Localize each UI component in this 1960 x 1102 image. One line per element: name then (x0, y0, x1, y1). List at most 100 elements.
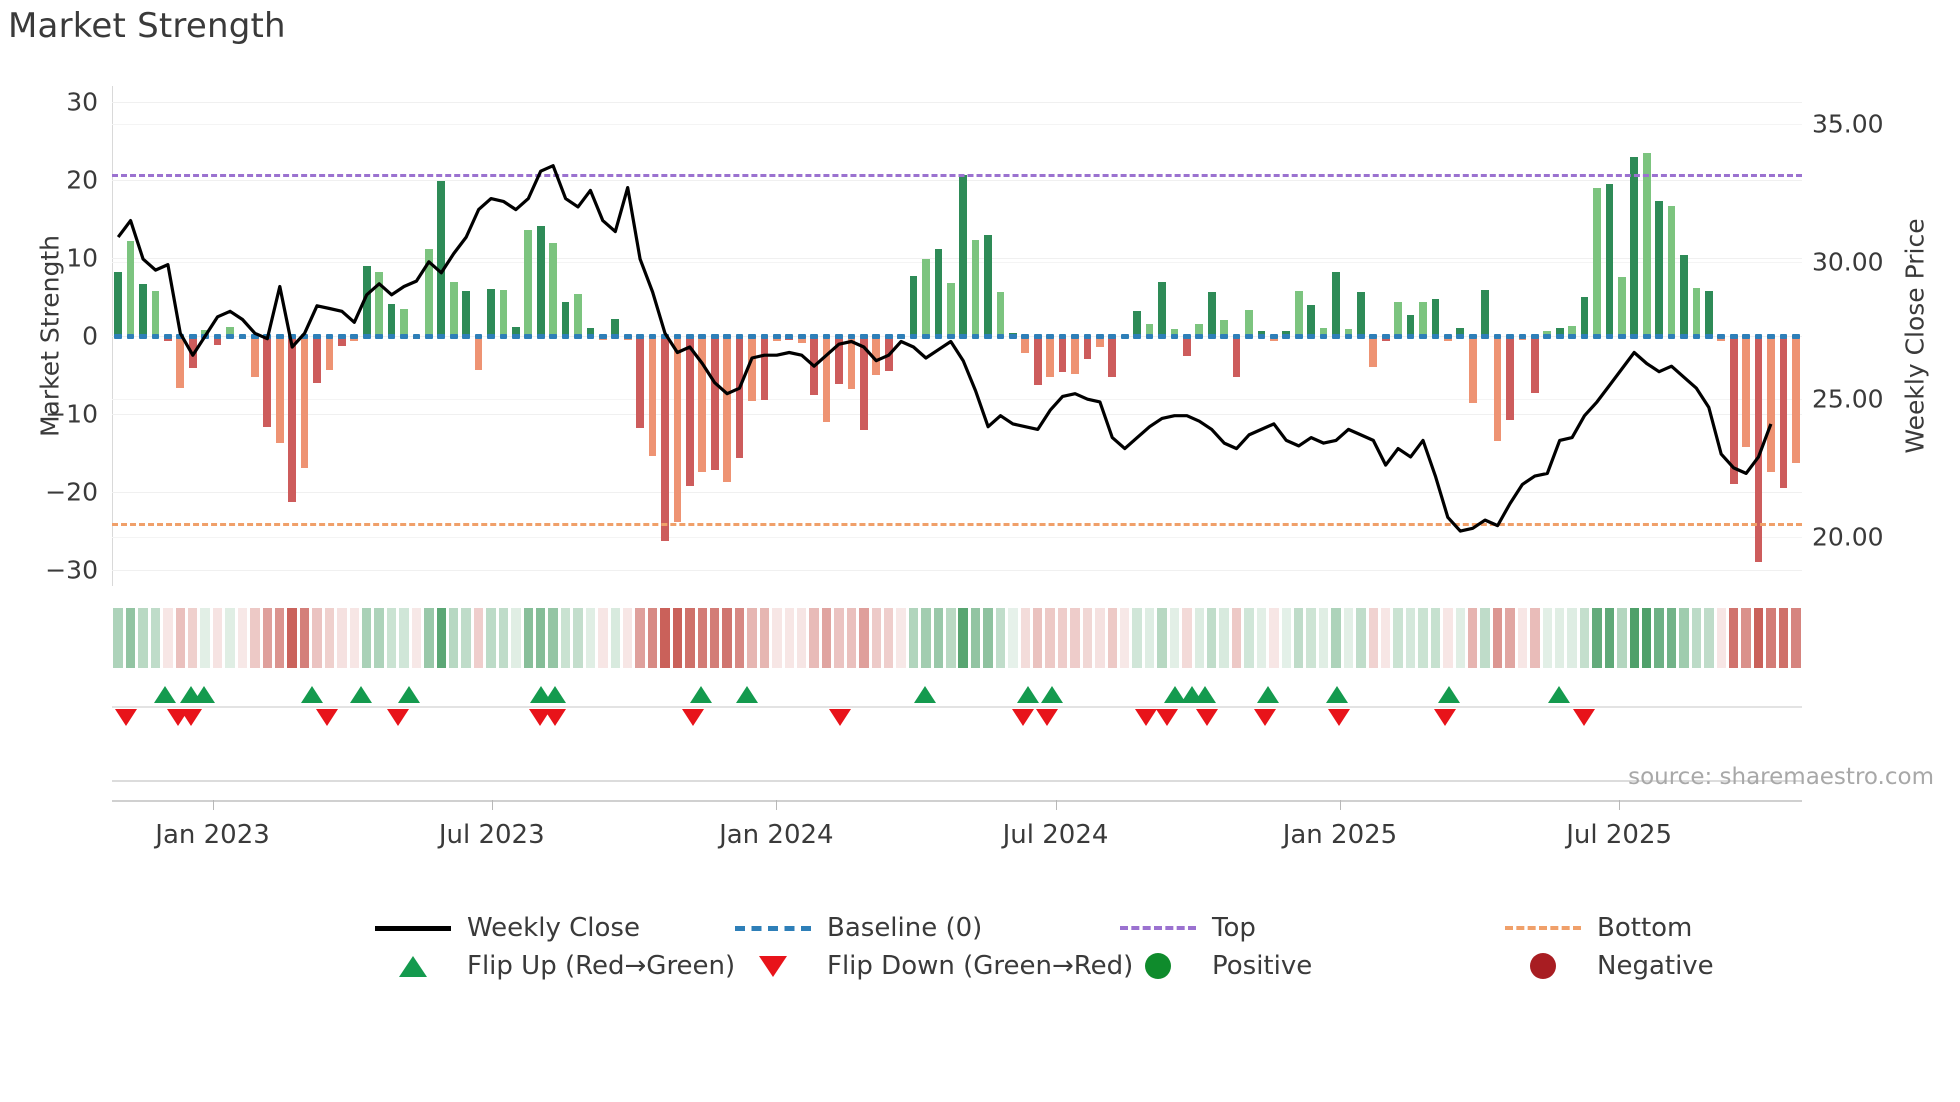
heatmap-cell (970, 608, 981, 668)
baseline-segment (996, 334, 1005, 339)
flip-down-marker (682, 709, 705, 726)
heatmap-cell (138, 608, 148, 668)
baseline-segment (1704, 334, 1713, 339)
baseline-segment (1593, 334, 1601, 339)
x-tick-label: Jan 2025 (1282, 820, 1398, 850)
heatmap-cell (635, 608, 645, 668)
gridline (112, 179, 1802, 181)
baseline-segment (598, 334, 607, 339)
x-tick-label: Jul 2024 (1002, 820, 1109, 850)
baseline-segment (1667, 334, 1676, 339)
heatmap-cell (747, 608, 757, 668)
heatmap-cell (511, 608, 521, 668)
flip-down-marker (1253, 709, 1276, 726)
baseline-segment (1319, 334, 1328, 339)
left-tick-label: −30 (45, 555, 98, 585)
strength-bar (1543, 330, 1552, 336)
baseline-segment (512, 334, 520, 339)
baseline-segment (1506, 334, 1514, 339)
x-tick-label: Jul 2023 (438, 820, 545, 850)
baseline-segment (810, 334, 818, 339)
heatmap-cell (1728, 608, 1739, 668)
legend-item-positive[interactable]: Positive (1120, 943, 1312, 989)
heatmap-cell (709, 608, 720, 668)
legend-label: Bottom (1597, 913, 1693, 943)
heatmap-cell (299, 608, 310, 668)
strength-bar (797, 336, 806, 344)
heatmap-cell (1579, 608, 1590, 668)
heatmap-cell (933, 608, 944, 668)
strength-bar (922, 258, 930, 336)
heatmap-cell (486, 608, 496, 668)
x-tick-mark (1339, 800, 1341, 810)
heatmap-cell (449, 608, 459, 668)
strength-bar (1307, 304, 1315, 336)
legend-item-flip-down[interactable]: Flip Down (Green→Red) (735, 943, 1133, 989)
baseline-segment (1605, 334, 1614, 339)
heatmap-cell (1604, 608, 1615, 668)
heatmap-cell (1679, 608, 1689, 668)
heatmap-cell (1269, 608, 1279, 668)
heatmap-cell (983, 608, 993, 668)
flip-down-marker (1035, 709, 1058, 726)
x-tick-mark (212, 800, 214, 810)
baseline-segment (1655, 334, 1663, 339)
baseline-segment (1083, 334, 1092, 339)
baseline-segment (574, 334, 582, 339)
strength-bar (263, 336, 272, 427)
heatmap-cell (287, 608, 297, 668)
baseline-segment (748, 334, 756, 339)
heatmap-cell (1057, 608, 1068, 668)
strength-heatmap-strip (112, 608, 1802, 668)
heatmap-cell (772, 608, 782, 668)
heatmap-cell (1020, 608, 1031, 668)
legend-item-top[interactable]: Top (1120, 905, 1256, 951)
strength-bar (1394, 302, 1402, 336)
legend-item-baseline[interactable]: Baseline (0) (735, 905, 982, 951)
heatmap-cell (188, 608, 198, 668)
strength-bar (176, 336, 185, 388)
heatmap-cell (473, 608, 484, 668)
legend-item-weekly-close[interactable]: Weekly Close (375, 905, 640, 951)
heatmap-cell (548, 608, 558, 668)
left-axis-ticks: 30 20 10 0 −10 −20 −30 (18, 86, 98, 586)
flip-up-marker (543, 686, 566, 703)
strength-bar (710, 336, 719, 470)
baseline-segment (164, 334, 172, 339)
strength-bar (685, 336, 694, 486)
heatmap-cell (1467, 608, 1478, 668)
strength-bar (437, 180, 446, 336)
strength-bar (288, 336, 297, 503)
baseline-segment (909, 334, 918, 339)
strength-bar (1481, 289, 1489, 336)
right-axis-label: Weekly Close Price (1900, 218, 1930, 454)
legend-item-negative[interactable]: Negative (1505, 943, 1714, 989)
heatmap-cell (200, 608, 210, 668)
heatmap-cell (784, 608, 794, 668)
legend-item-bottom[interactable]: Bottom (1505, 905, 1692, 951)
strength-bar (1630, 157, 1639, 336)
baseline-segment (685, 334, 694, 339)
legend-item-flip-up[interactable]: Flip Up (Red→Green) (375, 943, 735, 989)
heatmap-cell (809, 608, 819, 668)
strength-bar (872, 336, 881, 376)
flip-down-marker (180, 709, 203, 726)
x-axis: Jan 2023 Jul 2023 Jan 2024 Jul 2024 Jan 2025… (112, 800, 1802, 870)
heatmap-cell (1405, 608, 1416, 668)
heatmap-cell (399, 608, 409, 668)
right-tick-label: 25.00 (1812, 384, 1884, 414)
flip-down-marker (543, 709, 566, 726)
baseline-segment (1133, 334, 1142, 339)
strength-bar (1369, 336, 1378, 368)
strength-bar (760, 336, 769, 401)
strength-bar (275, 336, 284, 444)
baseline-segment (213, 334, 222, 339)
left-tick-label: 20 (66, 165, 98, 195)
strength-bar (139, 284, 147, 336)
heatmap-cell (1443, 608, 1453, 668)
strength-bar (300, 336, 309, 469)
heatmap-cell (573, 608, 583, 668)
baseline-segment (760, 334, 769, 339)
baseline-segment (1270, 334, 1278, 339)
